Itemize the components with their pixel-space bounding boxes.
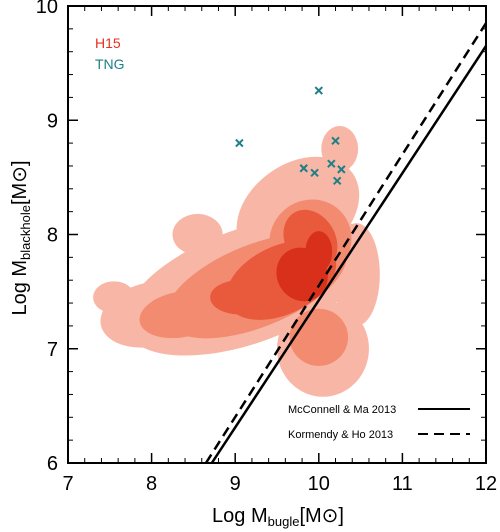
kormendy-ho-relation-line	[204, 22, 486, 463]
legend-h15: H15	[95, 35, 121, 51]
x-axis-ticks: 7 8 9 10 11 12	[62, 6, 497, 495]
y-tick-label-10: 10	[36, 0, 58, 18]
mcconnell-ma-relation-line	[210, 45, 486, 463]
x-tick-label-12: 12	[475, 473, 497, 495]
x-tick-label-10: 10	[308, 473, 330, 495]
legend-kormendy-ho-label: Kormendy & Ho 2013	[288, 429, 393, 441]
contour-level-1-blob-5	[321, 125, 359, 172]
contour-level-3-blob-3	[210, 280, 269, 315]
legend-mcconnell-ma-label: McConnell & Ma 2013	[288, 404, 396, 416]
y-tick-label-8: 8	[47, 225, 58, 247]
tng-point-7	[337, 165, 346, 174]
tng-point-3	[331, 136, 340, 146]
x-tick-label-9: 9	[230, 473, 241, 495]
y-axis-ticks: 6 7 8 9 10	[36, 0, 486, 475]
contour-level-1-blob-6	[93, 281, 135, 314]
y-tick-label-6: 6	[47, 453, 58, 475]
tng-markers	[235, 86, 346, 186]
x-axis-title: Log Mbugle[M⊙]	[212, 505, 344, 529]
tng-point-2	[314, 86, 324, 95]
y-tick-label-7: 7	[47, 339, 58, 361]
contour-level-2-blob-4	[289, 308, 349, 366]
contour-level-4-blob-2	[305, 231, 333, 273]
tng-point-4	[327, 159, 336, 168]
tng-point-8	[332, 176, 342, 186]
x-tick-label-7: 7	[62, 473, 73, 495]
contour-level-2-blob-2	[139, 290, 223, 339]
tng-point-5	[299, 164, 308, 173]
tng-point-1	[235, 138, 244, 148]
legend-tng: TNG	[95, 56, 125, 72]
y-tick-label-9: 9	[47, 110, 58, 132]
x-tick-label-11: 11	[392, 473, 413, 495]
scaling-relation-lines	[204, 22, 486, 463]
contour-level-1-blob-7	[172, 213, 223, 256]
x-tick-label-8: 8	[146, 473, 157, 495]
y-axis-title: Log Mblackhole[M⊙]	[9, 160, 33, 315]
tng-point-6	[310, 168, 319, 178]
